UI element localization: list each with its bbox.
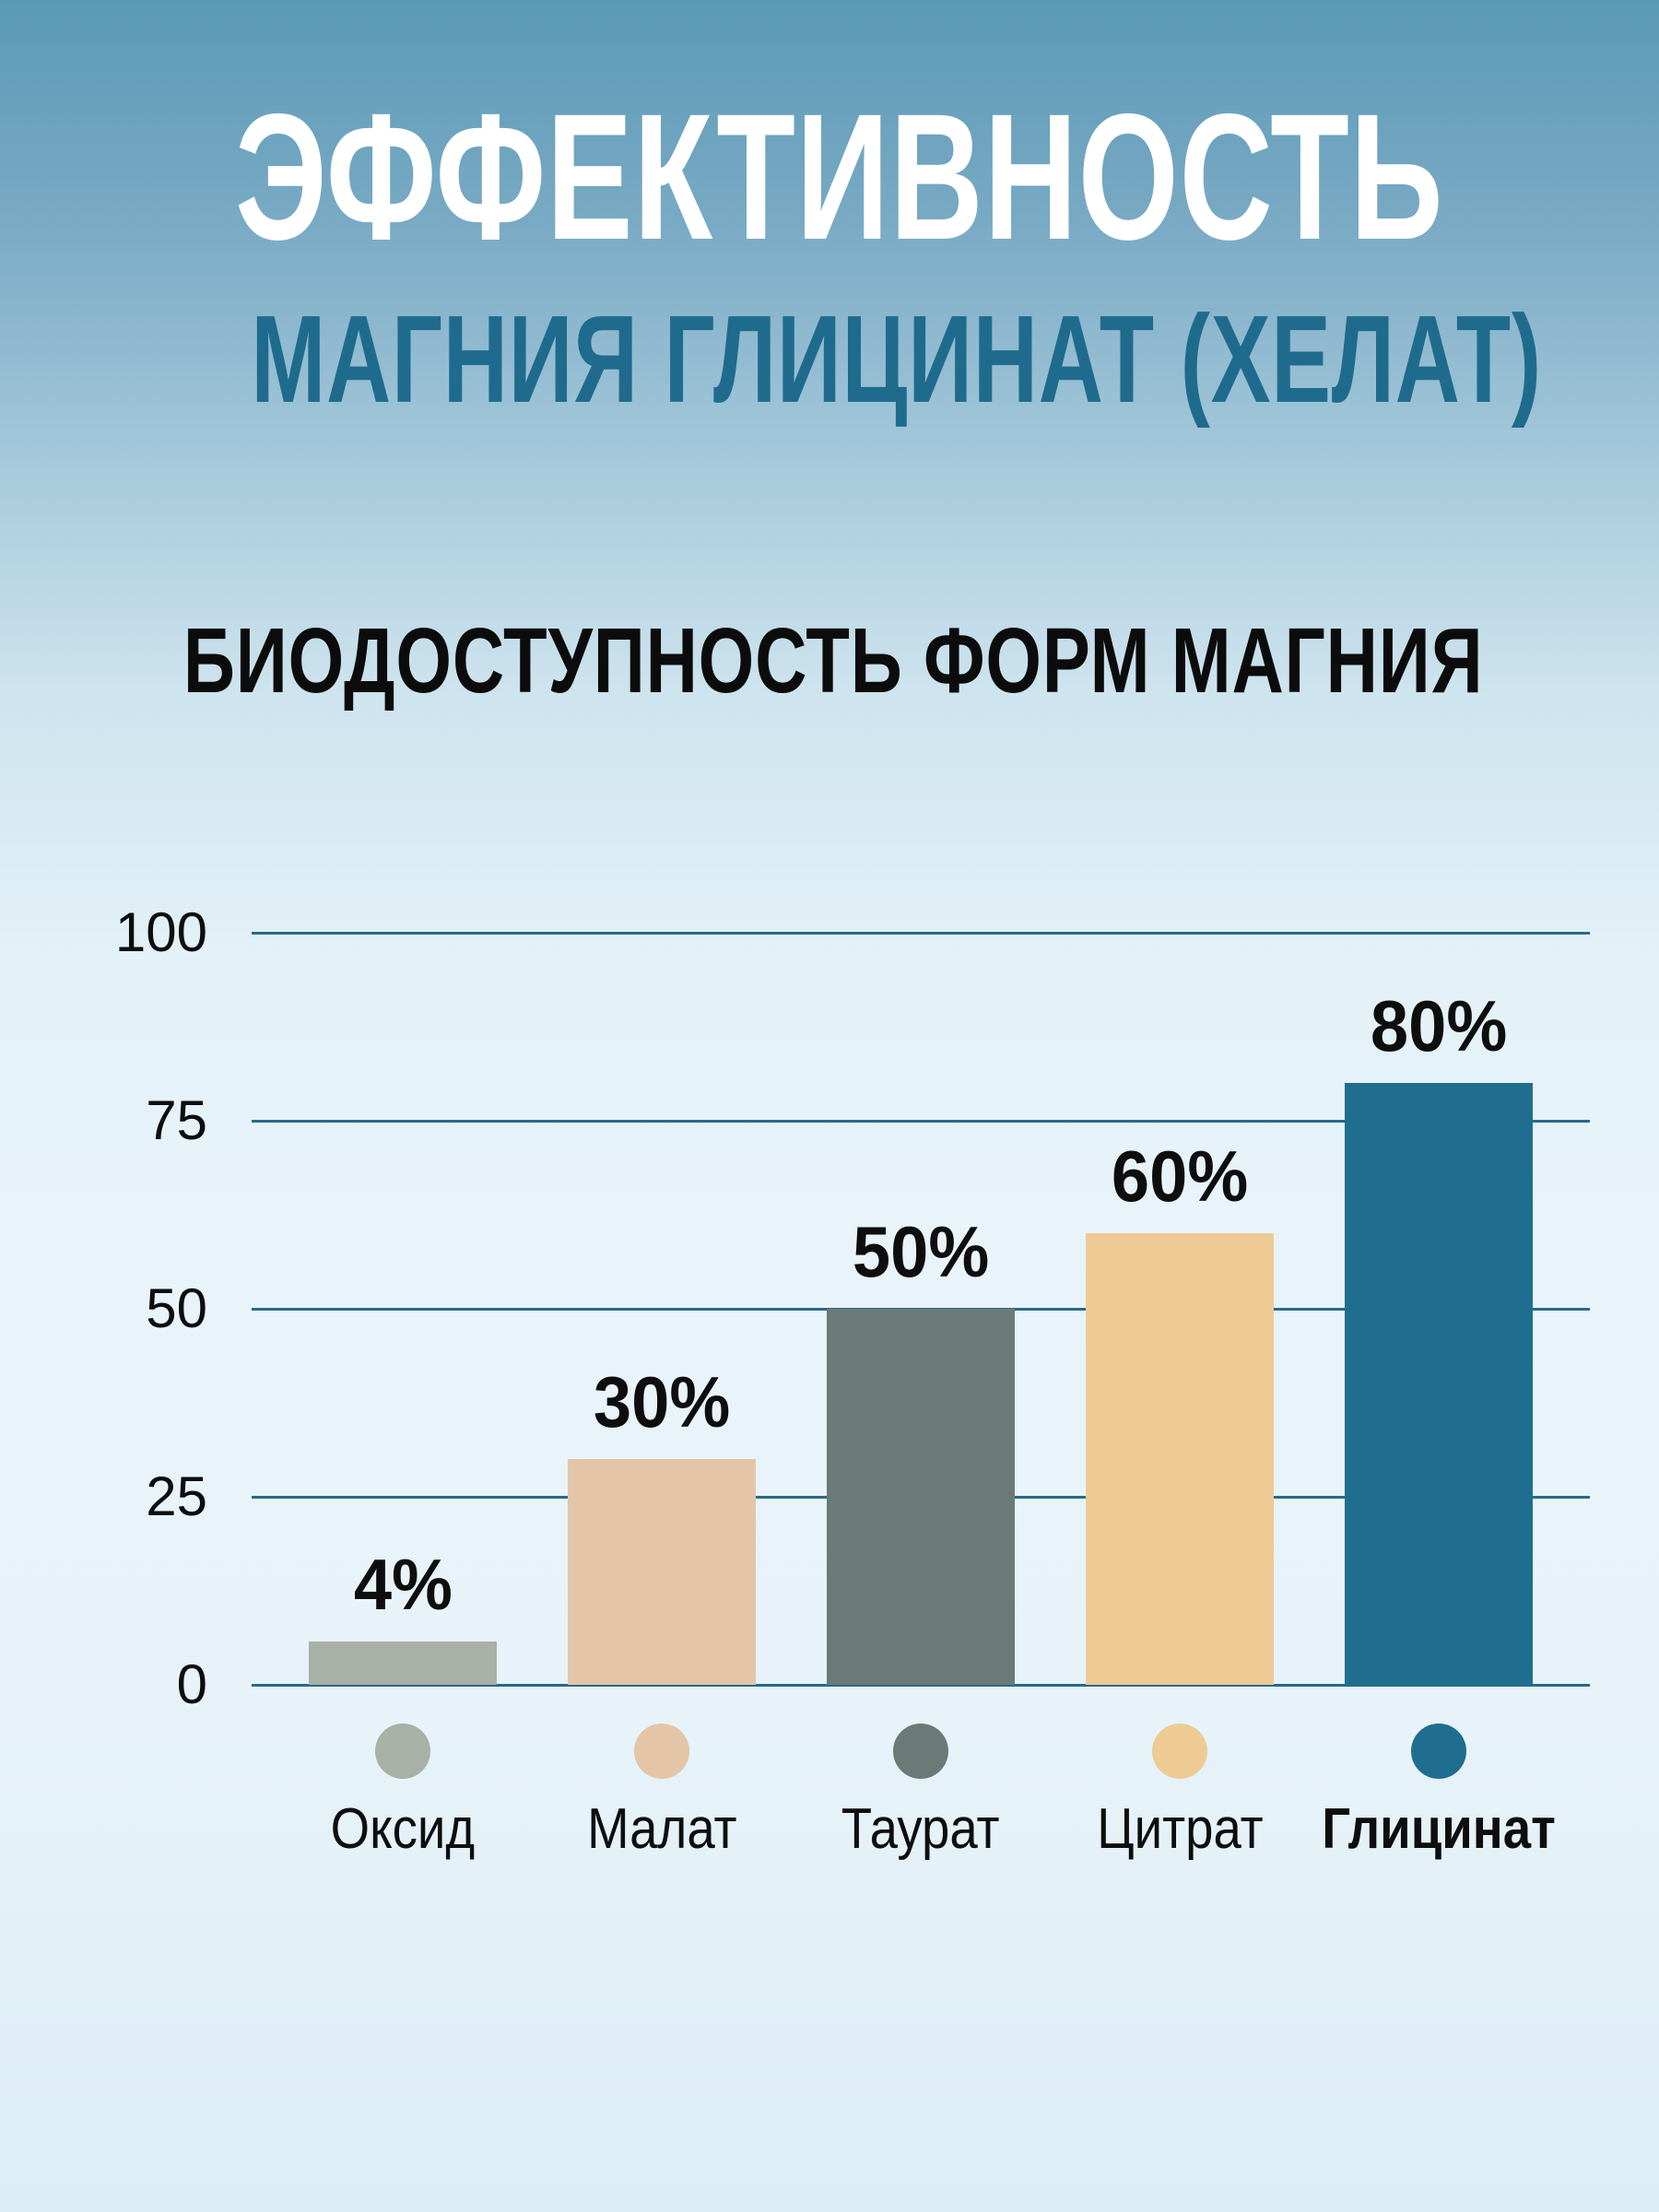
category-label: Малат [586, 1797, 737, 1861]
category-dot [1152, 1724, 1207, 1779]
y-tick-label: 50 [146, 1277, 207, 1339]
category-marker-block: Таурат [830, 1685, 1010, 1862]
bar-chart: 0 25 50 75 100 4% Оксид 30% Малат 50% Таурат 60% Ци… [115, 901, 1590, 1861]
category-label: Цитрат [1096, 1797, 1264, 1861]
category-marker-block: Цитрат [1086, 1685, 1275, 1862]
category-marker-block: Малат [577, 1685, 747, 1862]
y-tick-label: 25 [146, 1465, 207, 1527]
gridline-100 [252, 931, 1590, 935]
bar-column: 50% Таурат [827, 1210, 1015, 1862]
gridline-0 [252, 1683, 1590, 1687]
chart-title: БИОДОСТУПНОСТЬ ФОРМ МАГНИЯ [182, 609, 1484, 712]
bar-value-label: 80% [1370, 985, 1508, 1066]
page-title: ЭФФЕКТИВНОСТЬ [234, 76, 1444, 277]
bar-column: 80% Глицинат [1322, 984, 1556, 1862]
category-dot [1411, 1724, 1466, 1779]
title-row-1: ЭФФЕКТИВНОСТЬ [0, 88, 1659, 267]
y-tick-label: 0 [176, 1653, 207, 1715]
bar [827, 1309, 1015, 1685]
title-row-2: МАГНИЯ ГЛИЦИНАТ (ХЕЛАТ) [0, 297, 1659, 421]
category-label: Таурат [841, 1797, 1000, 1861]
category-marker-block: Глицинат [1306, 1685, 1571, 1862]
bar [309, 1641, 497, 1685]
bar-value-label: 50% [852, 1211, 990, 1292]
bar-value-label: 60% [1111, 1135, 1249, 1217]
chart-title-row: БИОДОСТУПНОСТЬ ФОРМ МАГНИЯ [0, 610, 1659, 712]
bar-column: 60% Цитрат [1086, 1135, 1274, 1862]
bar-column: 30% Малат [568, 1360, 756, 1862]
category-dot [893, 1724, 948, 1779]
category-dot [634, 1724, 689, 1779]
y-axis-labels: 0 25 50 75 100 [0, 901, 252, 1715]
category-marker-block: Оксид [321, 1685, 485, 1862]
page-subtitle: МАГНИЯ ГЛИЦИНАТ (ХЕЛАТ) [251, 289, 1542, 429]
y-tick-label: 100 [114, 901, 207, 963]
gridline-75 [252, 1119, 1590, 1123]
bar [568, 1459, 756, 1685]
bar [1345, 1083, 1533, 1685]
category-dot [374, 1724, 430, 1779]
bar [1086, 1233, 1274, 1685]
bar-column: 4% Оксид [309, 1543, 497, 1862]
y-tick-label: 75 [146, 1089, 207, 1151]
category-label: Оксид [330, 1797, 476, 1861]
bar-columns: 4% Оксид 30% Малат 50% Таурат 60% Цитрат 80% Глиц… [252, 933, 1590, 1862]
bar-value-label: 4% [353, 1544, 453, 1625]
category-label: Глицинат [1322, 1797, 1556, 1861]
bar-value-label: 30% [593, 1361, 731, 1442]
